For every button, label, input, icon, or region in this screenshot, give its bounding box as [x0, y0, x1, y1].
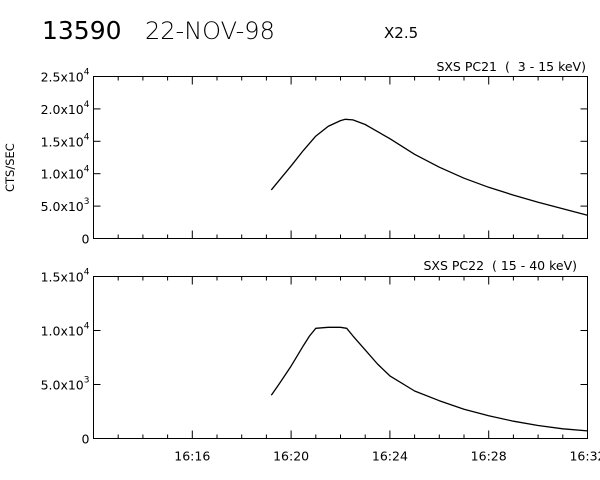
y-tick-label: 2.0x104	[41, 100, 90, 117]
y-tick-label: 5.0x103	[41, 376, 90, 393]
panel-pc22-x-ticks: 16:16 16:20 16:24 16:28 16:32	[93, 276, 600, 464]
y-tick-label: 0	[82, 432, 90, 447]
panel-pc21-frame	[93, 76, 588, 239]
event-number: 13590	[42, 16, 122, 45]
panel-pc21: SXS PC21 ( 3 - 15 keV) 0 5.0x103 1.0x104 1.…	[41, 59, 588, 247]
y-tick-label: 2.5x104	[41, 68, 90, 85]
x-tick-label: 16:16	[174, 449, 210, 464]
y-tick-label: 1.0x104	[41, 322, 90, 339]
pc21-series-line	[270, 118, 588, 216]
y-tick-label: 1.0x104	[41, 165, 90, 182]
event-date: 22-NOV-98	[145, 17, 275, 45]
flare-class: X2.5	[384, 24, 418, 42]
panel-pc22: SXS PC22 ( 15 - 40 keV) 05.0x1031.0x1041…	[41, 258, 600, 464]
panel-pc21-y-ticks: 0 5.0x103 1.0x104 1.5x104 2.0x104 2.5x104	[41, 68, 588, 247]
pc22-series-line	[270, 326, 588, 432]
y-tick-label: 0	[82, 232, 90, 247]
y-axis-label: CTS/SEC	[3, 143, 17, 192]
x-tick-label: 16:28	[471, 449, 507, 464]
panel-pc22-y-ticks: 0 5.0x103 1.0x104 1.5x104	[41, 268, 588, 447]
panel-pc22-frame	[93, 276, 588, 439]
x-tick-label: 16:32	[569, 449, 600, 464]
y-tick-label: 5.0x103	[41, 197, 90, 214]
x-tick-label: 16:24	[372, 449, 408, 464]
panel-pc22-title: SXS PC22 ( 15 - 40 keV)	[423, 258, 577, 273]
x-tick-label: 16:20	[273, 449, 309, 464]
panel-pc21-title: SXS PC21 ( 3 - 15 keV)	[436, 59, 586, 74]
y-tick-label: 1.5x104	[41, 268, 90, 285]
panel-pc21-x-ticks	[93, 76, 588, 239]
y-tick-label: 1.5x104	[41, 132, 90, 149]
